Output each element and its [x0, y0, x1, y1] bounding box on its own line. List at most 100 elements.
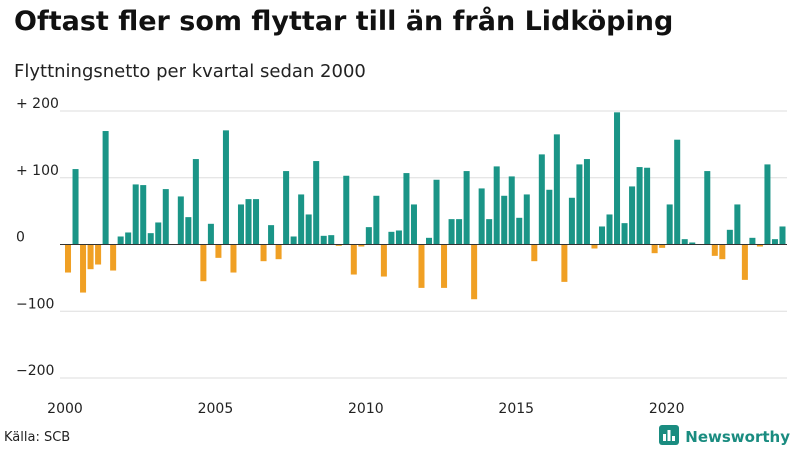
bar [343, 175, 350, 245]
x-tick-label: 2020 [649, 401, 685, 417]
bar [501, 195, 508, 245]
bar [237, 204, 244, 245]
bar [380, 244, 387, 277]
bar-chart: + 200 + 100 0 −100 −200 2000 2005 2010 2015 2020 [16, 96, 787, 417]
x-tick-label: 2000 [47, 401, 83, 417]
bar [268, 225, 275, 245]
bar [538, 154, 545, 245]
bar [80, 244, 87, 293]
bar [230, 244, 237, 273]
y-tick-label: + 100 [16, 163, 59, 179]
bar [65, 244, 72, 273]
bar [72, 169, 79, 245]
bar [508, 176, 515, 245]
bar [418, 244, 425, 288]
bar [531, 244, 538, 262]
bar [493, 166, 500, 245]
bar [644, 167, 651, 245]
bar [771, 239, 778, 245]
bar [102, 131, 109, 245]
bar [463, 171, 470, 245]
bar [155, 222, 162, 245]
bar [117, 236, 124, 245]
bar [147, 233, 154, 245]
chart-title: Oftast fler som flyttar till än från Lid… [14, 6, 674, 37]
source-note: Källa: SCB [4, 430, 71, 445]
bar [290, 236, 297, 245]
x-axis-tick-labels: 2000 2005 2010 2015 2020 [47, 401, 684, 417]
bar-chart-icon [659, 425, 680, 449]
bar [95, 244, 102, 265]
bar [629, 186, 636, 245]
bar [598, 226, 605, 245]
bar [403, 173, 410, 245]
bar [373, 195, 380, 245]
bar [486, 219, 493, 245]
bar [275, 244, 282, 260]
chart-subtitle: Flyttningsnetto per kvartal sedan 2000 [14, 61, 366, 82]
bar [358, 244, 365, 247]
bar [388, 231, 395, 245]
newsworthy-logo[interactable]: Newsworthy [659, 425, 790, 449]
bar [253, 199, 260, 245]
bar [433, 179, 440, 245]
bar [734, 204, 741, 245]
bar [350, 244, 357, 275]
y-tick-label: 0 [16, 230, 25, 246]
bar [561, 244, 568, 282]
bar [456, 219, 463, 245]
bar [87, 244, 94, 270]
bar [207, 223, 214, 245]
bar [614, 112, 621, 245]
bar [328, 235, 335, 245]
bar [583, 159, 590, 245]
bar [741, 244, 748, 280]
bar [651, 244, 658, 254]
bar [478, 188, 485, 245]
bar [719, 244, 726, 260]
bar [132, 184, 139, 245]
bar [335, 244, 342, 246]
bar [689, 242, 696, 245]
bar [200, 244, 207, 282]
bar [659, 244, 666, 248]
bar [591, 244, 598, 249]
bar [185, 217, 192, 245]
bar [779, 226, 786, 245]
bar [553, 134, 560, 245]
bar [305, 214, 312, 245]
bar [125, 232, 132, 245]
bar [711, 244, 718, 256]
bar [726, 229, 733, 245]
bar [140, 185, 147, 245]
bar [471, 244, 478, 300]
bar [426, 237, 433, 245]
bar [568, 197, 575, 245]
gridlines [60, 110, 787, 379]
bar [313, 161, 320, 245]
bar [749, 237, 756, 245]
bar [674, 139, 681, 245]
bars [65, 112, 786, 300]
bar [410, 204, 417, 245]
bar [546, 189, 553, 245]
x-tick-label: 2010 [348, 401, 384, 417]
bar [606, 214, 613, 245]
bar [576, 164, 583, 245]
bar [283, 171, 290, 245]
bar [704, 171, 711, 245]
x-tick-label: 2015 [498, 401, 534, 417]
y-tick-label: −100 [16, 296, 54, 312]
bar [177, 196, 184, 245]
x-tick-label: 2005 [198, 401, 234, 417]
bar [222, 130, 229, 245]
bar [516, 217, 523, 245]
y-tick-label: + 200 [16, 96, 59, 112]
bar [764, 164, 771, 245]
bar [666, 204, 673, 245]
bar [215, 244, 222, 258]
bar [365, 227, 372, 245]
bar [636, 167, 643, 245]
bar [395, 230, 402, 245]
bar [681, 239, 688, 245]
